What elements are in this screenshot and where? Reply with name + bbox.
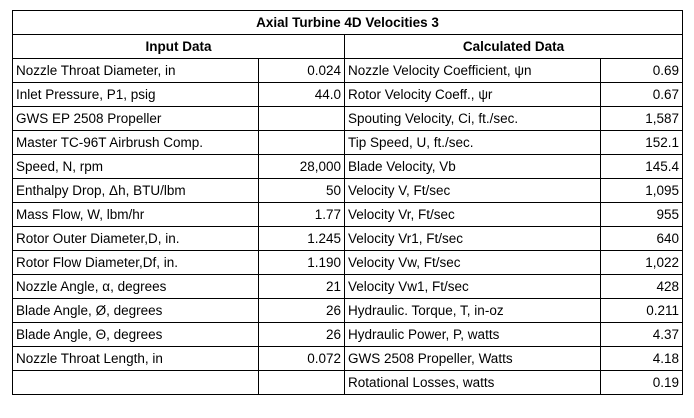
calc-label: Velocity V, Ft/sec xyxy=(344,178,601,203)
input-value: 26 xyxy=(258,322,345,347)
calc-label: Velocity Vr1, Ft/sec xyxy=(344,226,601,251)
table-title: Axial Turbine 4D Velocities 3 xyxy=(11,10,684,35)
input-value xyxy=(258,130,345,155)
input-value: 21 xyxy=(258,274,345,299)
calc-value: 428 xyxy=(599,274,684,299)
data-row: Blade Angle, Θ, degrees 26 Hydraulic Power… xyxy=(12,322,684,347)
calc-label: GWS 2508 Propeller, Watts xyxy=(344,346,601,371)
input-label: Speed, N, rpm xyxy=(12,154,259,179)
input-value: 1.190 xyxy=(258,250,345,275)
input-label: Nozzle Angle, α, degrees xyxy=(12,274,259,299)
calc-label: Velocity Vr, Ft/sec xyxy=(344,202,601,227)
data-row: Mass Flow, W, lbm/hr 1.77 Velocity Vr, Ft/… xyxy=(12,202,684,227)
input-label: Rotor Flow Diameter,Df, in. xyxy=(12,250,259,275)
data-row: Inlet Pressure, P1, psig 44.0 Rotor Veloci… xyxy=(12,82,684,107)
input-value: 0.024 xyxy=(258,58,345,83)
data-row: Master TC-96T Airbrush Comp. Tip Speed, U… xyxy=(12,130,684,155)
input-label: Nozzle Throat Length, in xyxy=(12,346,259,371)
input-label: Inlet Pressure, P1, psig xyxy=(12,82,259,107)
input-label: Enthalpy Drop, Δh, BTU/lbm xyxy=(12,178,259,203)
calc-value: 1,587 xyxy=(599,106,684,131)
input-label: Rotor Outer Diameter,D, in. xyxy=(12,226,259,251)
input-label: Blade Angle, Ø, degrees xyxy=(12,298,259,323)
calc-value: 1,022 xyxy=(599,250,684,275)
calc-value: 0.69 xyxy=(599,58,684,83)
calc-value: 955 xyxy=(599,202,684,227)
input-value: 28,000 xyxy=(258,154,345,179)
calc-label: Nozzle Velocity Coefficient, ψn xyxy=(344,58,601,83)
calc-value: 152.1 xyxy=(599,130,684,155)
input-value: 50 xyxy=(258,178,345,203)
calc-label: Velocity Vw1, Ft/sec xyxy=(344,274,601,299)
data-row: Rotor Outer Diameter,D, in. 1.245 Velocity… xyxy=(12,226,684,251)
calculated-header: Calculated Data xyxy=(343,34,684,59)
input-value xyxy=(258,370,345,395)
input-label: GWS EP 2508 Propeller xyxy=(12,106,259,131)
input-value: 1.77 xyxy=(258,202,345,227)
turbine-table: Axial Turbine 4D Velocities 3 Input Data… xyxy=(11,10,684,395)
calc-value: 4.37 xyxy=(599,322,684,347)
calc-value: 0.19 xyxy=(599,370,684,395)
calc-label: Tip Speed, U, ft./sec. xyxy=(344,130,601,155)
data-row: Enthalpy Drop, Δh, BTU/lbm 50 Velocity V, … xyxy=(12,178,684,203)
input-header: Input Data xyxy=(12,34,345,59)
input-value xyxy=(258,106,345,131)
input-value: 26 xyxy=(258,298,345,323)
input-value: 44.0 xyxy=(258,82,345,107)
data-row: Nozzle Angle, α, degrees 21 Velocity Vw1, … xyxy=(12,274,684,299)
calc-label: Hydraulic. Torque, T, in-oz xyxy=(344,298,601,323)
calc-label: Blade Velocity, Vb xyxy=(344,154,601,179)
calc-label: Rotational Losses, watts xyxy=(344,370,601,395)
calc-value: 0.211 xyxy=(599,298,684,323)
data-row: Speed, N, rpm 28,000 Blade Velocity, Vb 145… xyxy=(12,154,684,179)
calc-label: Velocity Vw, Ft/sec xyxy=(344,250,601,275)
header-row: Input Data Calculated Data xyxy=(12,34,684,59)
data-row: Rotational Losses, watts 0.19 xyxy=(12,370,684,395)
calc-label: Hydraulic Power, P, watts xyxy=(344,322,601,347)
table-body: Axial Turbine 4D Velocities 3 Input Data… xyxy=(11,10,684,395)
data-row: Nozzle Throat Diameter, in 0.024 Nozzle Ve… xyxy=(12,58,684,83)
calc-value: 0.67 xyxy=(599,82,684,107)
calc-label: Rotor Velocity Coeff., ψr xyxy=(344,82,601,107)
input-value: 1.245 xyxy=(258,226,345,251)
calc-label: Spouting Velocity, Ci, ft./sec. xyxy=(344,106,601,131)
data-row: Nozzle Throat Length, in 0.072 GWS 2508 Pr… xyxy=(12,346,684,371)
data-row: GWS EP 2508 Propeller Spouting Velocity, … xyxy=(12,106,684,131)
calc-value: 4.18 xyxy=(599,346,684,371)
input-label: Nozzle Throat Diameter, in xyxy=(12,58,259,83)
input-label: Mass Flow, W, lbm/hr xyxy=(12,202,259,227)
input-label: Blade Angle, Θ, degrees xyxy=(12,322,259,347)
data-row: Rotor Flow Diameter,Df, in. 1.190 Velocity… xyxy=(12,250,684,275)
data-row: Blade Angle, Ø, degrees 26 Hydraulic. Torq… xyxy=(12,298,684,323)
calc-value: 640 xyxy=(599,226,684,251)
input-label xyxy=(12,370,259,395)
calc-value: 1,095 xyxy=(599,178,684,203)
calc-value: 145.4 xyxy=(599,154,684,179)
input-value: 0.072 xyxy=(258,346,345,371)
title-row: Axial Turbine 4D Velocities 3 xyxy=(11,10,684,35)
input-label: Master TC-96T Airbrush Comp. xyxy=(12,130,259,155)
